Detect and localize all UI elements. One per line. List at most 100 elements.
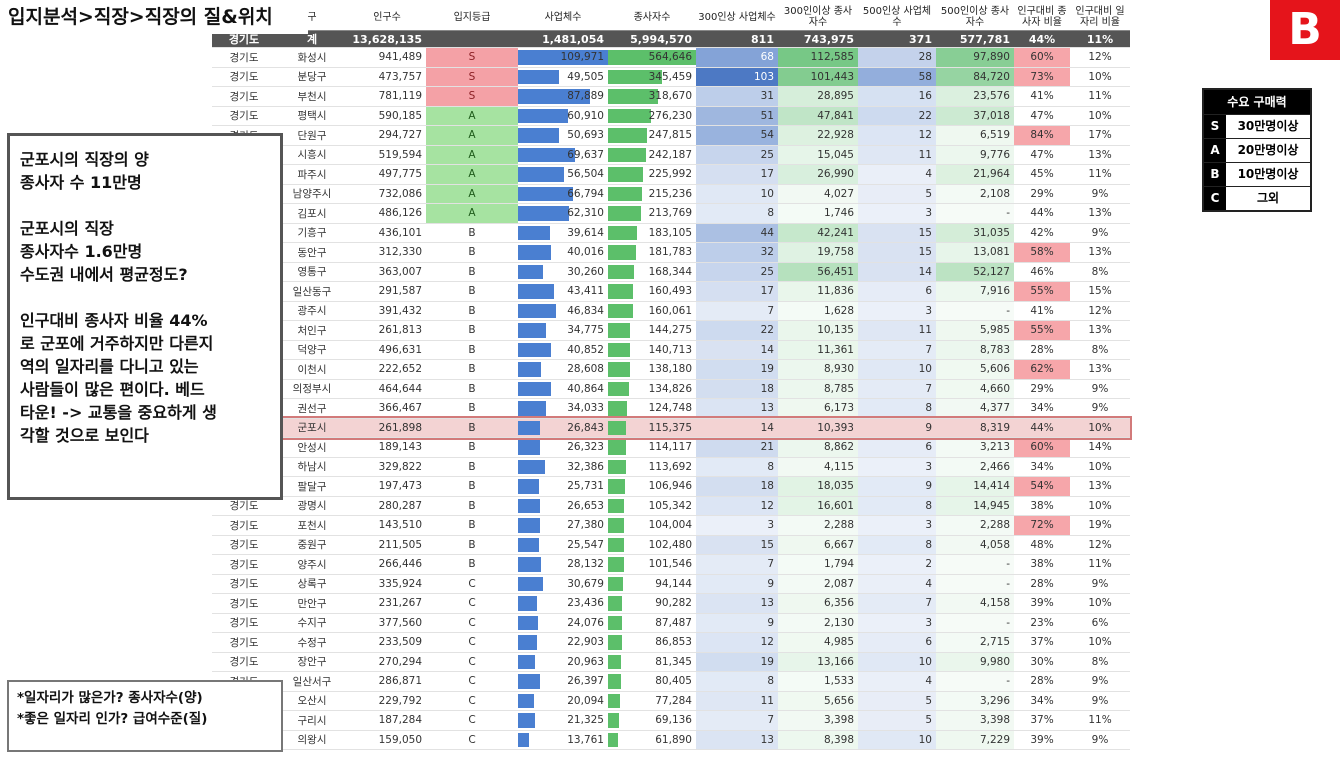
table-cell: 경기도 — [212, 652, 276, 672]
table-cell: 3 — [696, 515, 778, 536]
table-cell: B — [426, 398, 518, 419]
table-cell: 17 — [696, 164, 778, 185]
table-cell: 25 — [696, 262, 778, 282]
table-cell: 8 — [696, 457, 778, 477]
cell-value: 345,459 — [648, 70, 692, 83]
table-cell: 경기도 — [212, 632, 276, 653]
cell-bar — [518, 108, 568, 123]
column-header: 300인이상 종사자수 — [778, 4, 858, 31]
cell-value: 247,815 — [648, 129, 692, 142]
cell-value: 40,864 — [567, 382, 604, 395]
table-cell: 5 — [858, 184, 936, 204]
cell-bar — [608, 479, 625, 494]
table-cell: 4,660 — [936, 379, 1014, 399]
cell-bar — [608, 537, 624, 552]
table-cell: 8% — [1070, 652, 1130, 672]
table-row: 경기도 화성시 941,489 S 109,971 564,646 68 112,585 28 9… — [212, 47, 1130, 68]
table-cell: 38% — [1014, 496, 1070, 516]
cell-value: 109,971 — [560, 51, 604, 64]
table-cell: 34% — [1014, 398, 1070, 419]
table-cell: 391,432 — [348, 301, 426, 321]
table-cell: 10,135 — [778, 320, 858, 341]
table-cell: 8 — [696, 671, 778, 692]
table-cell: B — [426, 242, 518, 263]
table-cell: 732,086 — [348, 184, 426, 204]
cell-bar — [608, 635, 622, 650]
table-cell: 2,288 — [936, 515, 1014, 536]
table-cell: 오산시 — [276, 691, 348, 711]
legend-value: 그외 — [1256, 191, 1280, 205]
table-row: 경기도단원구294,727A50,693247,8155422,928126,5… — [212, 125, 1130, 146]
table-cell: 52,127 — [936, 262, 1014, 282]
note-line: 종사자수 1.6만명 — [20, 242, 143, 261]
table-cell: B — [426, 262, 518, 282]
cell-value: 30,260 — [567, 265, 604, 278]
table-cell: 8,319 — [936, 418, 1014, 438]
cell-value: 23,436 — [567, 597, 604, 610]
cell-bar — [608, 498, 625, 513]
table-cell: 286,871 — [348, 671, 426, 692]
table-cell: 86,853 — [608, 632, 696, 653]
table-cell: 5 — [858, 710, 936, 731]
table-cell: 광명시 — [276, 496, 348, 516]
table-cell: 15,045 — [778, 145, 858, 165]
table-cell: 14 — [696, 340, 778, 360]
legend-key: B — [1204, 163, 1226, 186]
table-cell: 28% — [1014, 671, 1070, 692]
table-cell: 138,180 — [608, 359, 696, 380]
table-cell: 743,975 — [778, 30, 858, 48]
table-cell: 34% — [1014, 457, 1070, 477]
table-cell: 19 — [696, 359, 778, 380]
table-cell: 25,547 — [518, 535, 608, 555]
table-cell: 335,924 — [348, 574, 426, 594]
note-line: 인구대비 종사자 비율 44% — [20, 311, 208, 330]
table-cell: 의정부시 — [276, 379, 348, 399]
table-cell: 포천시 — [276, 515, 348, 536]
cell-value: 22,903 — [567, 636, 604, 649]
table-cell: B — [426, 379, 518, 399]
table-cell: 5,994,570 — [608, 30, 696, 48]
table-cell: 345,459 — [608, 67, 696, 87]
table-cell: 21,325 — [518, 710, 608, 731]
note-line: 군포시의 직장의 양 — [20, 150, 149, 169]
table-cell: 8 — [858, 398, 936, 419]
cell-value: 160,061 — [648, 304, 692, 317]
table-cell: 24,076 — [518, 613, 608, 633]
table-cell: 1,481,054 — [518, 30, 608, 48]
table-cell: 28,608 — [518, 359, 608, 380]
table-cell: 11,836 — [778, 281, 858, 302]
table-cell: 270,294 — [348, 652, 426, 672]
cell-value: 26,653 — [567, 499, 604, 512]
table-cell: 7 — [696, 710, 778, 731]
cell-value: 43,411 — [567, 285, 604, 298]
table-cell: 464,644 — [348, 379, 426, 399]
cell-value: 13,761 — [567, 733, 604, 746]
table-cell: 13,628,135 — [348, 30, 426, 48]
table-cell: 40,864 — [518, 379, 608, 399]
cell-bar — [518, 615, 538, 630]
table-cell: 60% — [1014, 437, 1070, 458]
cell-bar — [518, 381, 552, 396]
table-cell: 61,890 — [608, 730, 696, 750]
table-cell: 9% — [1070, 223, 1130, 243]
cell-value: 28,132 — [567, 558, 604, 571]
table-cell: 3 — [858, 515, 936, 536]
cell-value: 144,275 — [648, 324, 692, 337]
table-cell: 10% — [1070, 632, 1130, 653]
cell-bar — [608, 654, 621, 669]
table-cell: 168,344 — [608, 262, 696, 282]
table-cell: 수지구 — [276, 613, 348, 633]
table-cell: 34,775 — [518, 320, 608, 341]
table-cell: 계 — [276, 30, 348, 48]
table-cell: 42% — [1014, 223, 1070, 243]
table-cell: 경기도 — [212, 106, 276, 126]
table-cell: 590,185 — [348, 106, 426, 126]
table-cell: 66,794 — [518, 184, 608, 204]
table-cell: 13 — [696, 593, 778, 614]
table-cell: 73% — [1014, 67, 1070, 87]
table-cell: 11% — [1070, 554, 1130, 575]
table-cell: 13 — [696, 398, 778, 419]
table-cell: 구리시 — [276, 710, 348, 731]
table-cell: 189,143 — [348, 437, 426, 458]
